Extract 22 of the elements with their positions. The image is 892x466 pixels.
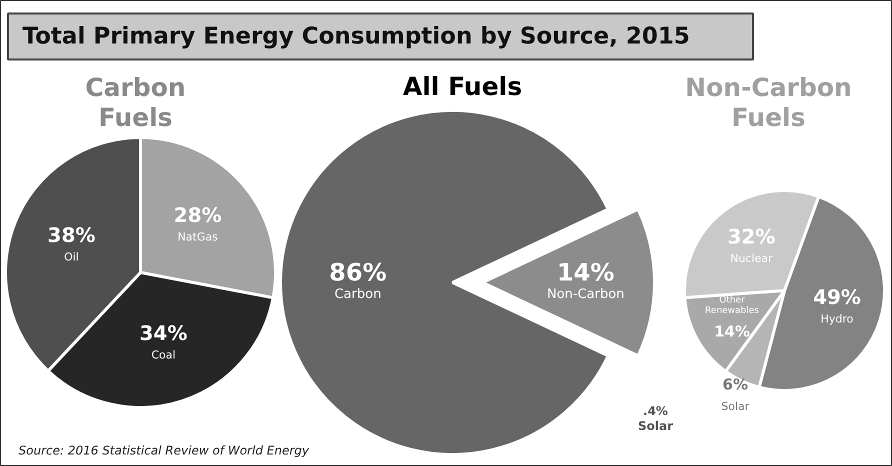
slice-label: Non-Carbon <box>546 287 624 302</box>
data-label: 86% <box>329 258 387 286</box>
data-label: 6% <box>722 375 748 394</box>
data-label: 28% <box>174 203 222 228</box>
slice-label: Coal <box>151 348 176 362</box>
chart-subtitle: Carbon Fuels <box>85 72 186 132</box>
slice-label: Other Renewables <box>705 295 760 316</box>
data-label: 14% <box>556 258 614 286</box>
data-label: 38% <box>48 223 96 248</box>
data-label: 14% <box>714 322 750 341</box>
slice-label: NatGas <box>178 230 218 244</box>
text: .4% Solar <box>638 404 674 433</box>
chart-subtitle: Non-Carbon Fuels <box>685 72 852 132</box>
text: Total Primary Energy Consumption by Source, 2015 <box>22 24 690 50</box>
data-label: 49% <box>813 284 861 309</box>
slice-label: Oil <box>64 250 79 264</box>
data-label: 34% <box>140 321 188 346</box>
slice-label: Solar <box>721 400 750 413</box>
source-note: Source: 2016 Statistical Review of World Energy <box>18 444 310 458</box>
slice-label: Carbon <box>334 287 382 302</box>
slice-label: Hydro <box>820 312 854 326</box>
chart-subtitle: All Fuels <box>402 72 522 101</box>
